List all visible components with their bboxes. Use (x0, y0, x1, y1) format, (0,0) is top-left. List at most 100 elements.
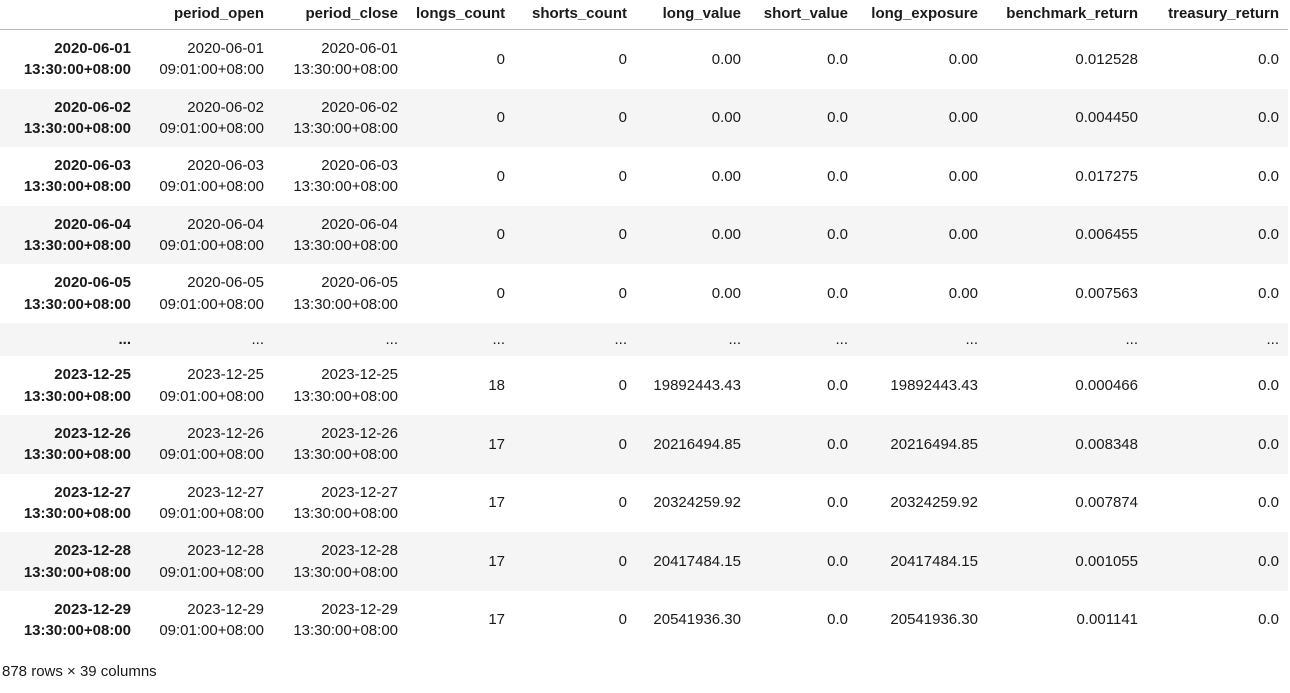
cell-longs_count: 0 (496, 285, 505, 303)
cell-treasury_return: 0.0 (1258, 435, 1279, 453)
cell-period_close: 2020-06-05 13:30:00+08:00 (293, 274, 398, 313)
cell-benchmark_return: 0.012528 (1075, 50, 1138, 68)
cell-short_value: 0.0 (827, 50, 848, 68)
column-header-period_close: period_close (273, 0, 407, 30)
cell-treasury_return: ... (1266, 330, 1279, 348)
cell-period_open: 2023-12-25 09:01:00+08:00 (159, 366, 264, 405)
cell-short_value: 0.0 (827, 226, 848, 244)
cell-short_value: 0.0 (827, 552, 848, 570)
cell-longs_count: 17 (488, 494, 505, 512)
row-index-cell: 2023-12-27 13:30:00+08:00 (23, 483, 131, 522)
cell-shorts_count: 0 (618, 109, 627, 127)
cell-period_close: 2020-06-02 13:30:00+08:00 (293, 98, 398, 137)
cell-shorts_count: 0 (618, 50, 627, 68)
row-index-cell: ... (118, 330, 131, 348)
cell-shorts_count: 0 (618, 226, 627, 244)
cell-long_exposure: 0.00 (948, 109, 978, 127)
cell-long_exposure: 0.00 (948, 285, 978, 303)
cell-period_open: 2020-06-05 09:01:00+08:00 (159, 274, 264, 313)
cell-long_exposure: 20216494.85 (890, 435, 978, 453)
cell-benchmark_return: 0.004450 (1075, 109, 1138, 127)
cell-treasury_return: 0.0 (1258, 285, 1279, 303)
cell-long_exposure: ... (965, 330, 978, 348)
table-row: 2020-06-03 13:30:00+08:00 2020-06-03 09:0… (0, 147, 1288, 206)
column-header-longs_count: longs_count (407, 0, 514, 30)
cell-long_value: 20541936.30 (653, 611, 741, 629)
cell-long_exposure: 0.00 (948, 50, 978, 68)
row-index-cell: 2020-06-05 13:30:00+08:00 (23, 274, 131, 313)
column-header-short_value: short_value (750, 0, 857, 30)
cell-period_open: 2023-12-29 09:01:00+08:00 (159, 600, 264, 640)
ellipsis-row: .............................. (0, 322, 1288, 357)
cell-treasury_return: 0.0 (1258, 226, 1279, 244)
table-row: 2023-12-26 13:30:00+08:00 2023-12-26 09:0… (0, 415, 1288, 474)
cell-long_value: 0.00 (711, 50, 741, 68)
cell-shorts_count: ... (614, 330, 627, 348)
column-header-benchmark_return: benchmark_return (987, 0, 1147, 30)
cell-benchmark_return: ... (1125, 330, 1138, 348)
table-row: 2023-12-27 13:30:00+08:00 2023-12-27 09:0… (0, 473, 1288, 533)
table-row: 2023-12-28 13:30:00+08:00 2023-12-28 09:0… (0, 532, 1288, 591)
cell-long_value: 0.00 (711, 285, 741, 303)
cell-period_close: 2020-06-04 13:30:00+08:00 (293, 215, 398, 255)
cell-long_exposure: 19892443.43 (890, 377, 978, 395)
table-row: 2023-12-25 13:30:00+08:00 2023-12-25 09:0… (0, 356, 1288, 416)
cell-period_open: 2023-12-26 09:01:00+08:00 (159, 425, 264, 464)
cell-short_value: 0.0 (827, 285, 848, 303)
cell-treasury_return: 0.0 (1258, 167, 1279, 185)
cell-period_close: 2023-12-25 13:30:00+08:00 (293, 366, 398, 405)
table-row: 2020-06-04 13:30:00+08:00 2020-06-04 09:0… (0, 205, 1288, 265)
cell-long_value: 20417484.15 (653, 552, 741, 570)
row-index-cell: 2023-12-28 13:30:00+08:00 (23, 542, 131, 581)
column-header-period_open: period_open (140, 0, 273, 30)
cell-benchmark_return: 0.006455 (1075, 226, 1138, 244)
column-header-shorts_count: shorts_count (514, 0, 636, 30)
row-index-cell: 2020-06-04 13:30:00+08:00 (23, 215, 131, 255)
cell-shorts_count: 0 (618, 285, 627, 303)
cell-long_value: 20324259.92 (653, 494, 741, 512)
cell-long_exposure: 0.00 (948, 226, 978, 244)
cell-shorts_count: 0 (618, 377, 627, 395)
cell-longs_count: 0 (496, 167, 505, 185)
cell-period_close: ... (385, 330, 398, 348)
cell-benchmark_return: 0.007563 (1075, 285, 1138, 303)
cell-benchmark_return: 0.008348 (1075, 435, 1138, 453)
cell-long_value: 0.00 (711, 167, 741, 185)
cell-treasury_return: 0.0 (1258, 377, 1279, 395)
cell-short_value: 0.0 (827, 611, 848, 629)
cell-short_value: 0.0 (827, 494, 848, 512)
cell-period_close: 2020-06-01 13:30:00+08:00 (293, 40, 398, 79)
cell-treasury_return: 0.0 (1258, 50, 1279, 68)
cell-benchmark_return: 0.001141 (1076, 611, 1138, 629)
cell-long_exposure: 20324259.92 (890, 494, 978, 512)
cell-long_exposure: 0.00 (948, 167, 978, 185)
cell-benchmark_return: 0.000466 (1075, 377, 1138, 395)
cell-period_open: 2020-06-03 09:01:00+08:00 (159, 157, 264, 196)
row-index-cell: 2023-12-29 13:30:00+08:00 (23, 600, 131, 640)
column-header-treasury_return: treasury_return (1147, 0, 1288, 30)
cell-treasury_return: 0.0 (1258, 552, 1279, 570)
cell-short_value: 0.0 (827, 109, 848, 127)
table-row: 2023-12-29 13:30:00+08:00 2023-12-29 09:0… (0, 590, 1288, 650)
cell-period_open: 2020-06-04 09:01:00+08:00 (159, 215, 264, 255)
column-header-long_value: long_value (636, 0, 750, 30)
cell-shorts_count: 0 (618, 494, 627, 512)
cell-period_close: 2020-06-03 13:30:00+08:00 (293, 157, 398, 196)
index-column-header (0, 0, 140, 30)
table-row: 2020-06-02 13:30:00+08:00 2020-06-02 09:0… (0, 88, 1288, 148)
cell-treasury_return: 0.0 (1258, 611, 1279, 629)
cell-benchmark_return: 0.001055 (1075, 552, 1138, 570)
cell-period_close: 2023-12-28 13:30:00+08:00 (293, 542, 398, 581)
cell-longs_count: 17 (488, 611, 505, 629)
cell-long_value: 20216494.85 (653, 435, 741, 453)
cell-long_exposure: 20541936.30 (890, 611, 978, 629)
cell-shorts_count: 0 (618, 435, 627, 453)
cell-long_value: ... (728, 330, 741, 348)
row-index-cell: 2020-06-01 13:30:00+08:00 (23, 40, 131, 79)
cell-long_value: 19892443.43 (653, 377, 741, 395)
cell-period_open: 2023-12-28 09:01:00+08:00 (159, 542, 264, 581)
cell-longs_count: 17 (488, 552, 505, 570)
cell-period_close: 2023-12-29 13:30:00+08:00 (293, 600, 398, 640)
cell-period_open: 2020-06-02 09:01:00+08:00 (159, 98, 264, 137)
